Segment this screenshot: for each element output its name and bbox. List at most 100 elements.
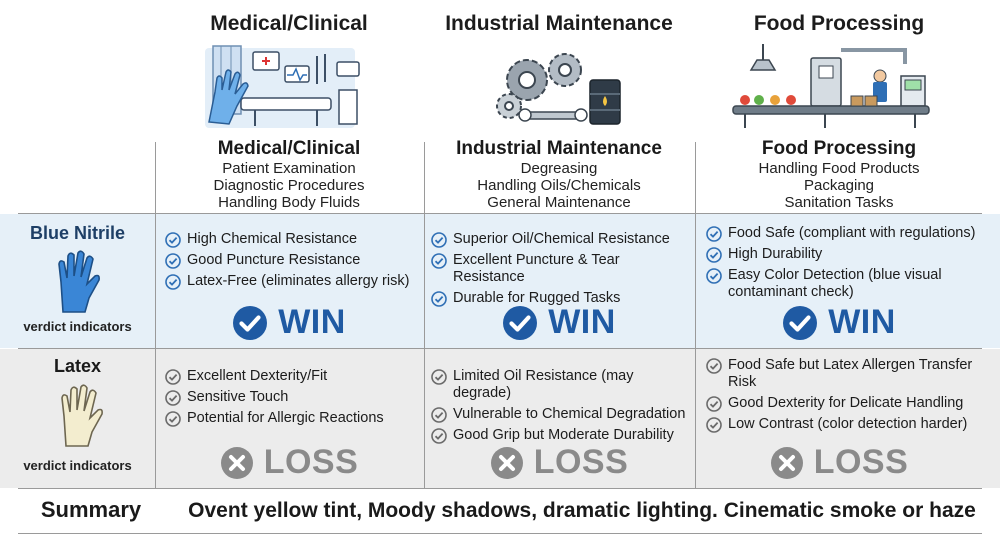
item-text: Good Puncture Resistance — [187, 252, 361, 268]
check-icon — [431, 253, 447, 269]
check-icon — [165, 369, 181, 385]
grid-divider — [18, 488, 982, 489]
verdict-win-medical: WIN — [155, 303, 423, 342]
loss-x-icon — [490, 446, 523, 479]
item-text: High Durability — [728, 246, 823, 262]
subheader-medical: Medical/Clinical Patient Examination Dia… — [155, 138, 423, 211]
row-label-latex: Latex — [53, 356, 102, 376]
win-check-icon — [503, 305, 538, 340]
task-item: Handling Body Fluids — [218, 194, 360, 211]
latex-glove-icon — [56, 382, 106, 448]
grid-divider — [18, 533, 982, 534]
item-text: Superior Oil/Chemical Resistance — [453, 231, 670, 247]
task-item: Diagnostic Procedures — [213, 177, 365, 194]
list-item: Limited Oil Resistance (may degrade) — [431, 368, 693, 402]
item-text: Latex-Free (eliminates allergy risk) — [187, 273, 410, 289]
row-label-blue-nitrile: Blue Nitrile — [29, 223, 126, 243]
list-item: Low Contrast (color detection harder) — [706, 416, 986, 433]
task-item: General Maintenance — [487, 194, 631, 211]
item-text: Sensitive Touch — [187, 389, 289, 405]
verdict-win-food: WIN — [705, 303, 973, 342]
grid-divider — [155, 142, 156, 489]
check-icon — [706, 358, 722, 374]
verdict-label: WIN — [278, 303, 346, 341]
list-item: Sensitive Touch — [165, 389, 420, 406]
item-text: Excellent Puncture & Tear Resistance — [453, 252, 620, 285]
item-text: Durable for Rugged Tasks — [453, 290, 621, 306]
win-check-icon — [783, 305, 818, 340]
check-icon — [431, 407, 447, 423]
item-text: Vulnerable to Chemical Degradation — [453, 406, 686, 422]
check-icon — [165, 232, 181, 248]
subheader-industrial: Industrial Maintenance Degreasing Handli… — [425, 138, 693, 211]
check-icon — [431, 428, 447, 444]
item-text: Good Grip but Moderate Durability — [453, 427, 674, 443]
list-item: Latex-Free (eliminates allergy risk) — [165, 273, 420, 290]
list-item: Good Puncture Resistance — [165, 252, 420, 269]
check-icon — [706, 268, 722, 284]
cell-latex-food: Food Safe but Latex Allergen Transfer Ri… — [706, 357, 986, 437]
summary-label: Summary — [40, 497, 142, 522]
food-conveyor-factory-icon — [705, 40, 973, 132]
verdict-indicators-label: verdict indicators — [23, 319, 132, 334]
list-item: Vulnerable to Chemical Degradation — [431, 406, 693, 423]
task-item: Sanitation Tasks — [784, 194, 894, 211]
list-item: Excellent Dexterity/Fit — [165, 368, 420, 385]
verdict-loss-industrial: LOSS — [425, 443, 693, 482]
check-icon — [165, 390, 181, 406]
grid-divider — [18, 348, 982, 349]
check-icon — [706, 417, 722, 433]
item-text: Limited Oil Resistance (may degrade) — [453, 368, 634, 401]
list-item: Durable for Rugged Tasks — [431, 290, 693, 307]
loss-x-icon — [220, 446, 253, 479]
column-header-food: Food Processing — [753, 12, 925, 35]
list-item: High Chemical Resistance — [165, 231, 420, 248]
list-item: Good Grip but Moderate Durability — [431, 427, 693, 444]
grid-divider — [424, 142, 425, 489]
list-item: Food Safe (compliant with regulations) — [706, 225, 986, 242]
task-item: Packaging — [803, 177, 875, 194]
verdict-label: LOSS — [813, 443, 909, 481]
subheader-food: Food Processing Handling Food Products P… — [705, 138, 973, 211]
verdict-label: LOSS — [263, 443, 359, 481]
check-icon — [165, 411, 181, 427]
list-item: Easy Color Detection (blue visual contam… — [706, 267, 986, 301]
subheader-title: Industrial Maintenance — [456, 138, 662, 159]
check-icon — [431, 291, 447, 307]
item-text: Food Safe but Latex Allergen Transfer Ri… — [728, 357, 973, 390]
check-icon — [706, 247, 722, 263]
check-icon — [165, 253, 181, 269]
column-header-industrial: Industrial Maintenance — [445, 12, 673, 35]
task-item: Patient Examination — [222, 160, 356, 177]
column-header-medical: Medical/Clinical — [210, 12, 368, 35]
list-item: High Durability — [706, 246, 986, 263]
item-text: Excellent Dexterity/Fit — [187, 368, 328, 384]
check-icon — [706, 396, 722, 412]
verdict-label: LOSS — [533, 443, 629, 481]
check-icon — [431, 369, 447, 385]
item-text: Low Contrast (color detection harder) — [728, 416, 968, 432]
verdict-loss-medical: LOSS — [155, 443, 423, 482]
subheader-title: Medical/Clinical — [217, 138, 361, 159]
verdict-indicators-label: verdict indicators — [23, 458, 132, 473]
medical-room-glove-icon — [155, 40, 423, 132]
task-item: Handling Food Products — [758, 160, 920, 177]
verdict-label: WIN — [828, 303, 896, 341]
blue-glove-icon — [53, 248, 103, 314]
list-item: Food Safe but Latex Allergen Transfer Ri… — [706, 357, 986, 391]
cell-nitrile-medical: High Chemical Resistance Good Puncture R… — [165, 231, 420, 294]
gears-wrench-barrel-icon — [425, 40, 693, 132]
list-item: Superior Oil/Chemical Resistance — [431, 231, 693, 248]
check-icon — [706, 226, 722, 242]
item-text: Good Dexterity for Delicate Handling — [728, 395, 964, 411]
summary-text: Ovent yellow tint, Moody shadows, dramat… — [188, 499, 976, 522]
item-text: Potential for Allergic Reactions — [187, 410, 384, 426]
cell-latex-industrial: Limited Oil Resistance (may degrade) Vul… — [431, 368, 693, 448]
cell-latex-medical: Excellent Dexterity/Fit Sensitive Touch … — [165, 368, 420, 431]
task-item: Handling Oils/Chemicals — [477, 177, 641, 194]
verdict-win-industrial: WIN — [425, 303, 693, 342]
loss-x-icon — [770, 446, 803, 479]
cell-nitrile-food: Food Safe (compliant with regulations) H… — [706, 225, 986, 305]
cell-nitrile-industrial: Superior Oil/Chemical Resistance Excelle… — [431, 231, 693, 311]
check-icon — [431, 232, 447, 248]
